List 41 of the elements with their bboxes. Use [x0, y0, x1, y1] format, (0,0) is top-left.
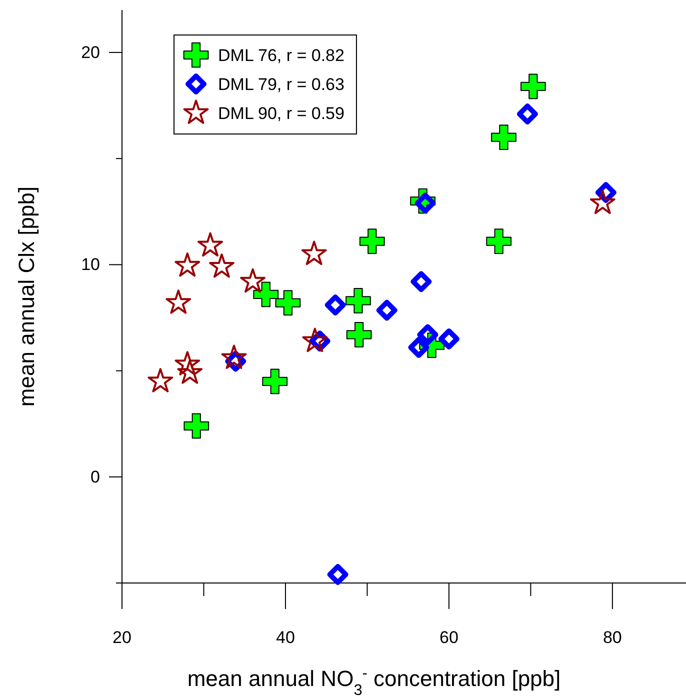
point: [520, 74, 546, 100]
point: [346, 288, 371, 314]
point: [410, 271, 432, 292]
point: [346, 322, 372, 348]
y-tick-label: 20: [81, 42, 100, 62]
y-tick-label: 0: [90, 467, 100, 486]
point: [209, 253, 234, 278]
legend-label: DML 90, r = 0.59: [218, 104, 344, 123]
point: [253, 282, 279, 308]
point: [148, 368, 174, 392]
point: [240, 268, 266, 293]
point: [221, 344, 247, 369]
point: [174, 351, 200, 376]
point: [301, 240, 327, 266]
x-tick-label: 80: [602, 628, 622, 648]
point: [324, 294, 346, 316]
x-tick-label: 40: [276, 628, 295, 648]
point: [516, 103, 538, 124]
point: [177, 360, 203, 384]
x-tick-label: 20: [112, 628, 132, 648]
point: [302, 328, 328, 352]
point: [376, 300, 398, 321]
point: [166, 290, 192, 314]
point: [198, 232, 223, 257]
point: [491, 124, 516, 150]
point: [438, 328, 460, 350]
point: [174, 252, 200, 277]
point: [359, 228, 385, 254]
point: [262, 368, 288, 394]
legend-label: DML 76, r = 0.82: [218, 46, 344, 65]
point: [327, 564, 348, 586]
point: [590, 190, 616, 214]
y-tick-label: 10: [81, 255, 100, 274]
point: [486, 228, 512, 254]
point: [408, 336, 430, 358]
y-axis-title: mean annual Clx [ppb]: [14, 186, 39, 407]
point: [275, 290, 301, 316]
x-axis-title: mean annual NO$_{3}$$^{-}$ concentration [ppb]: [187, 664, 561, 697]
legend-label: DML 79, r = 0.63: [218, 75, 344, 94]
point: [184, 413, 210, 439]
x-tick-label: 60: [439, 628, 458, 648]
